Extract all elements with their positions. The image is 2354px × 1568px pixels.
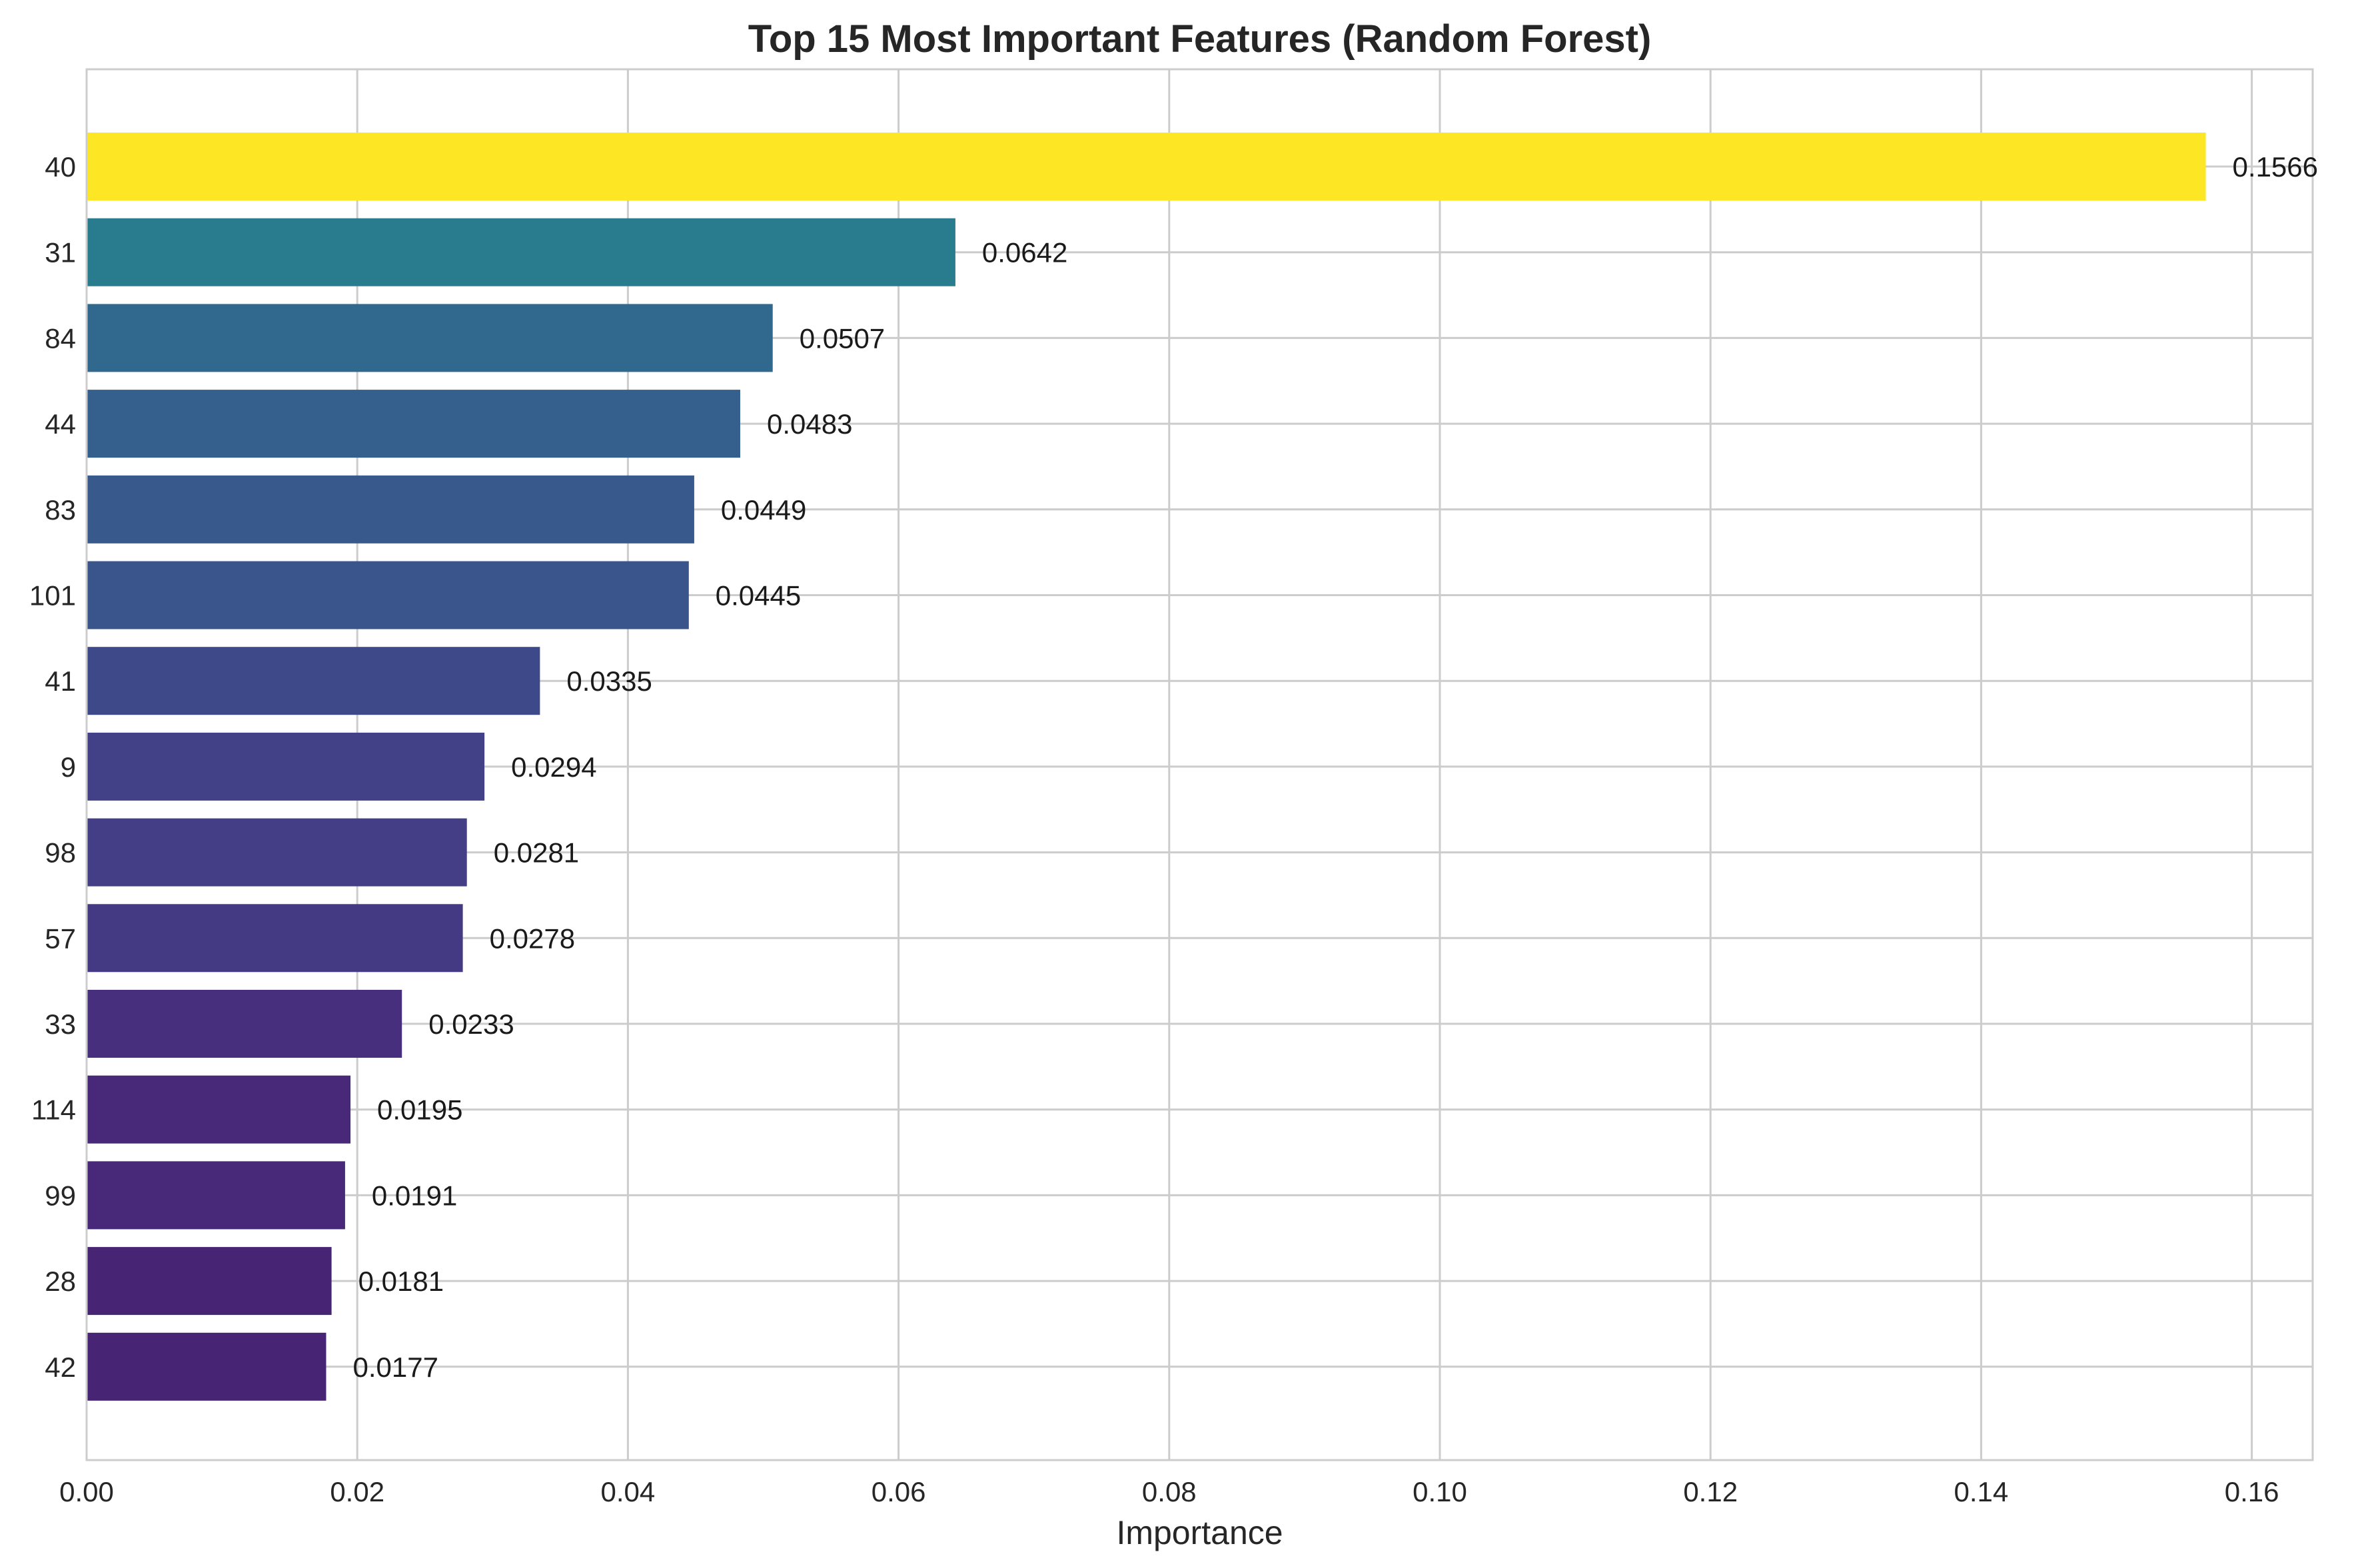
value-label: 0.0281 (494, 837, 579, 869)
bar-feature-33 (87, 990, 402, 1058)
value-label: 0.0294 (511, 751, 596, 783)
x-tick-label: 0.02 (330, 1476, 384, 1507)
y-tick-label: 41 (45, 665, 76, 697)
y-tick-label: 44 (45, 408, 76, 440)
value-label: 0.0191 (372, 1180, 457, 1211)
y-tick-label: 84 (45, 322, 76, 354)
y-tick-label: 42 (45, 1352, 76, 1383)
value-label: 0.0233 (428, 1008, 514, 1040)
bar-feature-42 (87, 1332, 326, 1401)
bar-feature-57 (87, 904, 463, 973)
x-tick-label: 0.14 (1954, 1476, 2009, 1507)
chart-title: Top 15 Most Important Features (Random F… (748, 17, 1652, 61)
bar-feature-101 (87, 561, 689, 629)
y-tick-label: 99 (45, 1180, 76, 1211)
value-label: 0.0195 (377, 1094, 462, 1126)
bar-feature-83 (87, 475, 694, 544)
y-tick-label: 83 (45, 494, 76, 526)
bars (87, 133, 2206, 1401)
bar-feature-9 (87, 732, 485, 801)
x-tick-label: 0.08 (1142, 1476, 1197, 1507)
y-tick-label: 101 (29, 580, 76, 611)
bar-feature-41 (87, 647, 540, 715)
value-label: 0.0335 (566, 665, 652, 697)
bar-feature-31 (87, 218, 955, 286)
y-tick-label: 98 (45, 837, 76, 869)
bar-feature-28 (87, 1247, 332, 1316)
bar-feature-84 (87, 304, 773, 372)
bar-feature-40 (87, 133, 2206, 200)
bar-feature-114 (87, 1075, 351, 1144)
x-tick-label: 0.00 (59, 1476, 114, 1507)
value-labels: 0.1566 0.0642 0.0507 0.0483 0.0449 0.0445 0.03… (352, 151, 2318, 1383)
x-tick-label: 0.16 (2225, 1476, 2279, 1507)
y-tick-label: 28 (45, 1266, 76, 1297)
y-tick-label: 31 (45, 237, 76, 268)
value-label: 0.0483 (767, 408, 852, 440)
y-tick-label: 9 (61, 751, 76, 783)
value-label: 0.0278 (490, 923, 575, 954)
value-label: 0.0642 (982, 237, 1067, 268)
bar-feature-44 (87, 390, 740, 458)
value-label: 0.0445 (716, 580, 801, 611)
x-tick-label: 0.06 (872, 1476, 926, 1507)
bar-feature-99 (87, 1161, 345, 1230)
x-tick-label: 0.12 (1683, 1476, 1738, 1507)
y-tick-labels: 40 31 84 44 83 101 41 9 98 57 33 114 99 28 42 (29, 151, 76, 1383)
value-label: 0.0507 (800, 322, 885, 354)
value-label: 0.0177 (352, 1352, 438, 1383)
y-tick-label: 40 (45, 151, 76, 183)
value-label: 0.1566 (2233, 151, 2318, 183)
x-tick-labels: 0.00 0.02 0.04 0.06 0.08 0.10 0.12 0.14 0.16 (59, 1476, 2279, 1507)
value-label: 0.0449 (721, 494, 806, 526)
x-axis-label: Importance (1116, 1514, 1283, 1551)
bar-feature-98 (87, 818, 467, 887)
value-label: 0.0181 (358, 1266, 444, 1297)
y-tick-label: 57 (45, 923, 76, 954)
x-tick-label: 0.04 (601, 1476, 656, 1507)
x-tick-label: 0.10 (1413, 1476, 1467, 1507)
y-tick-label: 33 (45, 1008, 76, 1040)
y-tick-label: 114 (31, 1094, 76, 1126)
plot-frame (85, 68, 2314, 1461)
